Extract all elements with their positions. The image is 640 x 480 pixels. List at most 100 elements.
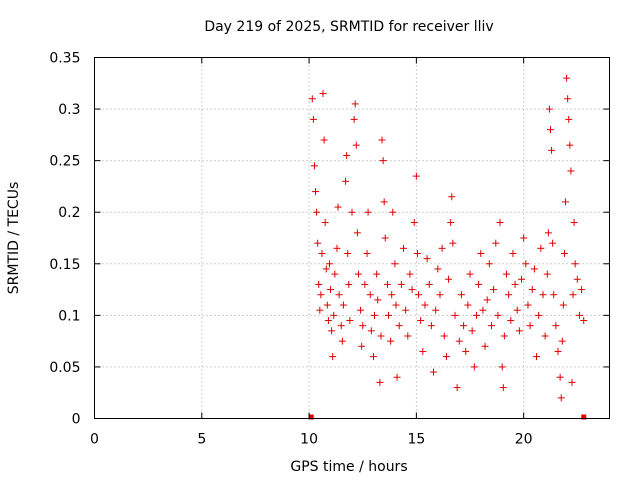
data-point-plus-marker xyxy=(415,291,423,299)
data-point-plus-marker xyxy=(378,136,386,144)
data-point-plus-marker xyxy=(481,342,489,350)
data-point-plus-marker xyxy=(569,291,577,299)
x-axis-ticks: 0 5 10 15 20 xyxy=(90,57,533,448)
data-point-plus-marker xyxy=(522,260,530,268)
data-point-plus-marker xyxy=(339,301,347,309)
data-point-plus-marker xyxy=(404,332,412,340)
data-point-plus-marker xyxy=(363,249,371,257)
data-point-plus-marker xyxy=(379,157,387,165)
x-tick-label: 20 xyxy=(515,432,533,448)
data-point-plus-marker xyxy=(364,208,372,216)
data-point-plus-marker xyxy=(343,151,351,159)
data-point-plus-marker xyxy=(369,353,377,361)
data-point-plus-marker xyxy=(327,286,335,294)
data-point-plus-marker xyxy=(410,219,418,227)
data-point-plus-marker xyxy=(511,280,519,288)
data-point-plus-marker xyxy=(492,239,500,247)
data-point-plus-marker xyxy=(541,332,549,340)
data-point-plus-marker xyxy=(438,244,446,252)
data-point-plus-marker xyxy=(570,219,578,227)
coverage-boundary-marker xyxy=(581,414,587,420)
data-point-plus-marker xyxy=(457,291,465,299)
data-point-plus-marker xyxy=(359,322,367,330)
data-point-plus-marker xyxy=(564,95,572,103)
y-axis-label: SRMTID / TECUs xyxy=(6,182,22,295)
data-point-plus-marker xyxy=(490,286,498,294)
x-tick-label: 15 xyxy=(407,432,425,448)
x-axis-label: GPS time / hours xyxy=(290,459,407,475)
data-point-plus-marker xyxy=(498,363,506,371)
x-tick-label: 0 xyxy=(90,432,99,448)
data-point-plus-marker xyxy=(352,141,360,149)
data-point-plus-marker xyxy=(381,234,389,242)
data-point-plus-marker xyxy=(374,296,382,304)
data-point-plus-marker xyxy=(462,347,470,355)
data-point-plus-marker xyxy=(472,311,480,319)
data-point-plus-marker xyxy=(528,286,536,294)
data-point-plus-marker xyxy=(449,239,457,247)
data-point-plus-marker xyxy=(546,126,554,134)
data-point-plus-marker xyxy=(503,270,510,278)
data-point-plus-marker xyxy=(344,249,352,257)
data-point-plus-marker xyxy=(520,234,528,242)
data-point-plus-marker xyxy=(483,296,491,304)
data-point-plus-marker xyxy=(436,291,444,299)
data-point-plus-marker xyxy=(548,146,556,154)
data-point-plus-marker xyxy=(518,275,526,283)
data-point-plus-marker xyxy=(334,203,342,211)
data-point-plus-marker xyxy=(453,384,461,392)
data-point-plus-marker xyxy=(575,311,583,319)
data-point-plus-marker xyxy=(567,167,575,175)
data-point-plus-marker xyxy=(376,378,384,386)
data-point-plus-marker xyxy=(466,270,474,278)
chart-title: Day 219 of 2025, SRMTID for receiver lli… xyxy=(204,19,493,35)
data-point-plus-marker xyxy=(477,249,485,257)
data-point-plus-marker xyxy=(358,342,366,350)
data-point-plus-marker xyxy=(562,198,570,206)
data-point-plus-marker xyxy=(316,306,324,314)
data-point-plus-marker xyxy=(406,270,414,278)
data-point-plus-marker xyxy=(315,280,323,288)
coverage-boundary-marker xyxy=(308,414,314,420)
data-point-plus-marker xyxy=(353,229,361,237)
data-point-plus-marker xyxy=(408,286,416,294)
data-point-plus-marker xyxy=(351,100,359,108)
data-point-plus-marker xyxy=(357,306,365,314)
data-point-plus-marker xyxy=(346,317,354,325)
data-point-plus-marker xyxy=(485,260,493,268)
data-point-plus-marker xyxy=(377,332,385,340)
data-point-plus-marker xyxy=(384,311,392,319)
data-point-plus-marker xyxy=(549,239,557,247)
data-point-plus-marker xyxy=(565,115,573,123)
data-point-plus-marker xyxy=(468,327,476,335)
data-point-plus-marker xyxy=(533,353,541,361)
data-point-plus-marker xyxy=(580,317,588,325)
data-point-plus-marker xyxy=(389,208,397,216)
y-tick-label: 0.1 xyxy=(58,308,80,324)
y-tick-label: 0.25 xyxy=(49,154,80,170)
data-point-plus-marker xyxy=(554,347,562,355)
data-point-plus-marker xyxy=(388,291,396,299)
y-tick-label: 0.3 xyxy=(58,102,80,118)
data-point-plus-marker xyxy=(507,317,515,325)
data-point-plus-marker xyxy=(391,260,399,268)
y-tick-label: 0.05 xyxy=(49,360,80,376)
data-point-plus-marker xyxy=(544,229,552,237)
data-point-plus-marker xyxy=(578,286,586,294)
data-point-plus-marker xyxy=(313,208,321,216)
data-point-plus-marker xyxy=(470,363,478,371)
data-point-plus-marker xyxy=(524,301,532,309)
data-point-plus-marker xyxy=(361,280,369,288)
plot-frame xyxy=(94,57,610,419)
data-point-plus-marker xyxy=(434,265,442,273)
data-point-plus-marker xyxy=(373,270,381,278)
data-point-plus-marker xyxy=(539,291,547,299)
data-point-plus-marker xyxy=(328,327,336,335)
data-point-plus-marker xyxy=(314,239,322,247)
data-point-plus-marker xyxy=(427,322,435,330)
data-point-plus-marker xyxy=(342,177,350,185)
data-points xyxy=(308,74,588,420)
data-point-plus-marker xyxy=(558,337,566,345)
data-point-plus-marker xyxy=(325,260,333,268)
data-point-plus-marker xyxy=(556,373,564,381)
